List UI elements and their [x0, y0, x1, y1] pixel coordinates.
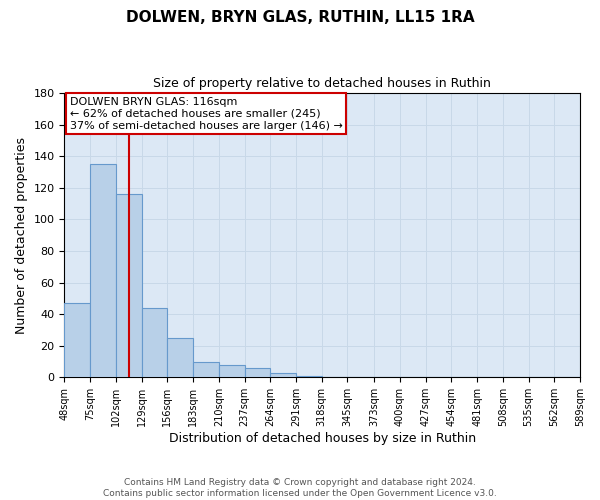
Text: DOLWEN BRYN GLAS: 116sqm
← 62% of detached houses are smaller (245)
37% of semi-: DOLWEN BRYN GLAS: 116sqm ← 62% of detach… — [70, 98, 343, 130]
Bar — [142, 308, 167, 378]
Bar — [90, 164, 116, 378]
Bar — [296, 376, 322, 378]
Bar — [193, 362, 219, 378]
Text: DOLWEN, BRYN GLAS, RUTHIN, LL15 1RA: DOLWEN, BRYN GLAS, RUTHIN, LL15 1RA — [125, 10, 475, 25]
Bar — [245, 368, 270, 378]
Bar — [116, 194, 142, 378]
Y-axis label: Number of detached properties: Number of detached properties — [15, 136, 28, 334]
Bar — [219, 364, 245, 378]
Bar — [64, 303, 90, 378]
Title: Size of property relative to detached houses in Ruthin: Size of property relative to detached ho… — [153, 78, 491, 90]
Text: Contains HM Land Registry data © Crown copyright and database right 2024.
Contai: Contains HM Land Registry data © Crown c… — [103, 478, 497, 498]
X-axis label: Distribution of detached houses by size in Ruthin: Distribution of detached houses by size … — [169, 432, 476, 445]
Bar — [270, 372, 296, 378]
Bar — [167, 338, 193, 378]
